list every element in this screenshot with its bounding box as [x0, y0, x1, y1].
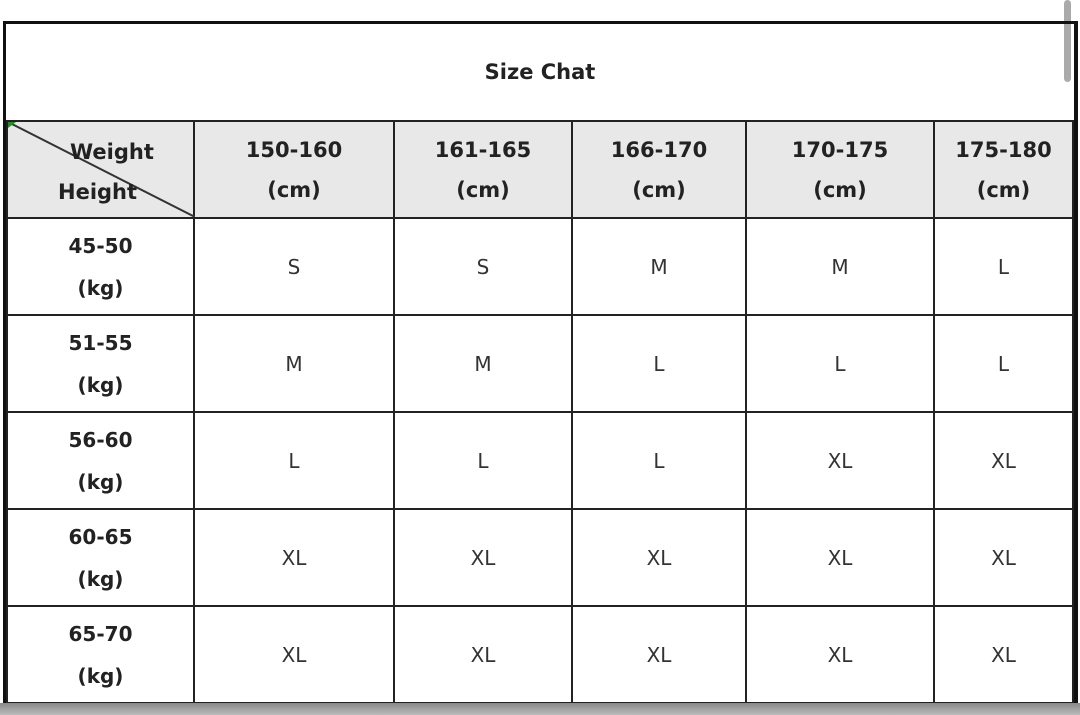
corner-header: Weight Height [6, 120, 195, 219]
size-cell: M [571, 217, 747, 316]
table-row: 51-55 (kg) M M L L L [6, 314, 1074, 413]
size-cell: XL [571, 508, 747, 607]
size-cell: XL [193, 605, 395, 704]
row-unit: (kg) [77, 663, 124, 688]
size-cell: XL [745, 605, 935, 704]
column-unit: (cm) [456, 177, 510, 202]
row-range: 51-55 [68, 330, 133, 355]
size-cell: S [193, 217, 395, 316]
size-cell: M [745, 217, 935, 316]
row-header: 60-65 (kg) [6, 508, 195, 607]
row-range: 65-70 [68, 621, 133, 646]
column-header: 166-170 (cm) [571, 120, 747, 219]
size-chart-table: Size Chat Weight Height 150-160 (cm) 161-1… [3, 21, 1078, 705]
column-range: 175-180 [955, 137, 1052, 162]
corner-weight-label: Weight [70, 140, 154, 164]
row-range: 60-65 [68, 524, 133, 549]
row-header: 56-60 (kg) [6, 411, 195, 510]
column-header: 170-175 (cm) [745, 120, 935, 219]
column-unit: (cm) [267, 177, 321, 202]
size-cell: XL [745, 508, 935, 607]
column-header: 150-160 (cm) [193, 120, 395, 219]
column-range: 161-165 [434, 137, 532, 162]
row-header: 65-70 (kg) [6, 605, 195, 704]
column-header: 175-180 (cm) [933, 120, 1074, 219]
size-cell: XL [745, 411, 935, 510]
size-cell: S [393, 217, 573, 316]
table-row: 56-60 (kg) L L L XL XL [6, 411, 1074, 510]
row-header: 51-55 (kg) [6, 314, 195, 413]
diagonal-line [8, 122, 195, 217]
bottom-bar [0, 703, 1080, 715]
corner-height-label: Height [58, 180, 138, 204]
size-cell: L [745, 314, 935, 413]
column-header: 161-165 (cm) [393, 120, 573, 219]
column-unit: (cm) [632, 177, 686, 202]
row-unit: (kg) [77, 566, 124, 591]
size-cell: L [193, 411, 395, 510]
size-cell: XL [393, 605, 573, 704]
size-cell: L [933, 314, 1074, 413]
size-cell: XL [933, 605, 1074, 704]
size-cell: XL [933, 411, 1074, 510]
row-unit: (kg) [77, 469, 124, 494]
row-header: 45-50 (kg) [6, 217, 195, 316]
column-range: 150-160 [245, 137, 343, 162]
size-cell: M [193, 314, 395, 413]
column-unit: (cm) [976, 177, 1031, 202]
size-cell: XL [571, 605, 747, 704]
row-range: 56-60 [68, 427, 133, 452]
table-title: Size Chat [7, 24, 1073, 122]
size-cell: XL [933, 508, 1074, 607]
size-cell: L [393, 411, 573, 510]
row-unit: (kg) [77, 372, 124, 397]
size-cell: XL [193, 508, 395, 607]
size-cell: L [571, 314, 747, 413]
column-range: 166-170 [610, 137, 708, 162]
column-range: 170-175 [791, 137, 889, 162]
size-cell: M [393, 314, 573, 413]
table-row: 65-70 (kg) XL XL XL XL XL [6, 605, 1074, 704]
size-cell: L [933, 217, 1074, 316]
table-row: 45-50 (kg) S S M M L [6, 217, 1074, 316]
size-cell: L [571, 411, 747, 510]
row-range: 45-50 [68, 233, 133, 258]
column-unit: (cm) [813, 177, 867, 202]
size-cell: XL [393, 508, 573, 607]
row-unit: (kg) [77, 275, 124, 300]
table-row: 60-65 (kg) XL XL XL XL XL [6, 508, 1074, 607]
